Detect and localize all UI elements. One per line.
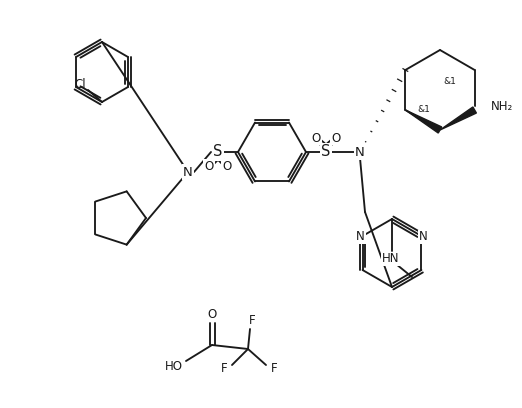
Text: N: N (356, 231, 365, 244)
Text: HO: HO (165, 359, 183, 373)
Text: &1: &1 (444, 78, 456, 86)
Text: O: O (312, 131, 321, 144)
Text: N: N (355, 146, 365, 158)
Text: NH₂: NH₂ (491, 100, 513, 113)
Text: N: N (183, 166, 193, 179)
Text: F: F (271, 362, 277, 375)
Polygon shape (406, 110, 442, 133)
Text: O: O (205, 160, 213, 173)
Text: O: O (207, 308, 217, 322)
Text: HN: HN (382, 253, 400, 266)
Text: S: S (213, 144, 223, 160)
Polygon shape (440, 107, 477, 130)
Text: Cl: Cl (74, 78, 86, 91)
Text: S: S (322, 144, 331, 160)
Text: F: F (248, 315, 255, 328)
Text: O: O (331, 131, 341, 144)
Text: N: N (419, 231, 428, 244)
Text: F: F (221, 362, 227, 375)
Text: &1: &1 (418, 106, 431, 115)
Text: O: O (222, 160, 232, 173)
